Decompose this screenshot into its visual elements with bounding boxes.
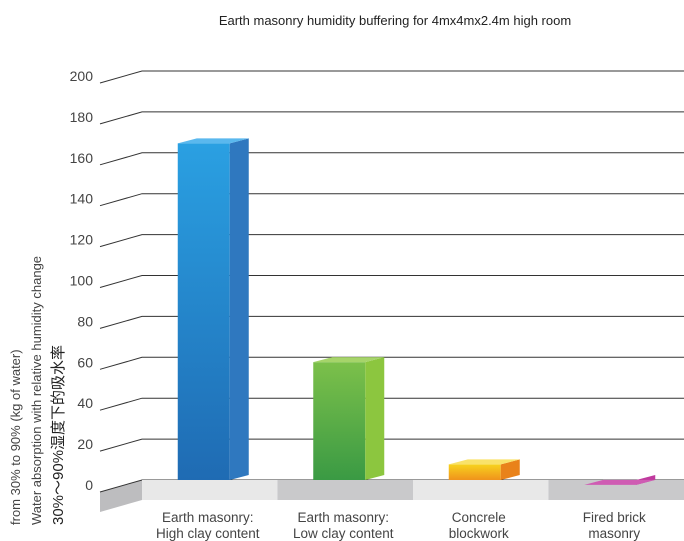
bar-front bbox=[448, 464, 501, 480]
gridline bbox=[99, 193, 684, 207]
gridline bbox=[99, 356, 684, 370]
floor-band bbox=[277, 480, 414, 500]
x-tick-label: Earth masonry: Low clay content bbox=[293, 510, 394, 541]
y-axis-label-line: from 30% to 90% (kg of water) bbox=[8, 349, 23, 525]
bar-side bbox=[365, 357, 385, 480]
y-tick-label: 0 bbox=[85, 477, 93, 493]
y-tick-label: 20 bbox=[77, 436, 93, 452]
x-tick-label: Concrele blockwork bbox=[449, 510, 509, 541]
bar bbox=[313, 357, 385, 480]
y-tick-label: 200 bbox=[70, 68, 94, 84]
grid-layer bbox=[99, 70, 684, 452]
floor-band bbox=[413, 480, 549, 500]
bar-top bbox=[584, 479, 656, 485]
y-tick-label: 100 bbox=[70, 273, 94, 289]
bars bbox=[177, 138, 656, 485]
gridline bbox=[99, 438, 684, 452]
y-tick-label: 160 bbox=[70, 150, 94, 166]
bar-front bbox=[177, 143, 230, 480]
gridline bbox=[99, 397, 684, 411]
bar-top bbox=[177, 138, 249, 144]
y-tick-label: 80 bbox=[77, 313, 93, 329]
chart-floor bbox=[99, 479, 684, 512]
floor-band bbox=[142, 480, 278, 500]
y-tick-label: 120 bbox=[70, 232, 94, 248]
y-tick-label: 180 bbox=[70, 109, 94, 125]
x-tick-label: Earth masonry: High clay content bbox=[156, 510, 260, 541]
gridline bbox=[99, 70, 684, 84]
y-axis-title: 30%～90%湿度下的吸水率 Water absorption with rela… bbox=[8, 256, 67, 525]
floor-band bbox=[548, 480, 684, 500]
gridline bbox=[99, 275, 684, 288]
x-tick-label: Fired brick masonry bbox=[583, 510, 646, 541]
y-axis-label-line: Water absorption with relative humidity … bbox=[29, 256, 44, 525]
gridline bbox=[99, 152, 684, 166]
bar-top bbox=[448, 459, 520, 465]
chart-title: Earth masonry humidity buffering for 4mx… bbox=[219, 13, 571, 28]
y-axis: 0 20 40 60 80 100 120 140 160 180 200 bbox=[70, 68, 94, 493]
gridline bbox=[99, 111, 684, 125]
x-axis: Earth masonry: High clay content Earth mas… bbox=[156, 510, 646, 541]
bar bbox=[584, 475, 656, 485]
bar bbox=[448, 459, 520, 480]
y-tick-label: 60 bbox=[77, 354, 93, 370]
bar-top bbox=[313, 357, 385, 363]
gridline bbox=[99, 315, 684, 329]
bar-side bbox=[500, 459, 520, 480]
bar bbox=[177, 138, 249, 480]
y-axis-label-line: 30%～90%湿度下的吸水率 bbox=[50, 345, 67, 525]
y-tick-label: 140 bbox=[70, 191, 94, 207]
bar-side bbox=[229, 138, 249, 480]
bar-front bbox=[313, 362, 366, 480]
gridline bbox=[99, 234, 684, 248]
y-tick-label: 40 bbox=[77, 395, 93, 411]
floor-side bbox=[100, 480, 142, 512]
